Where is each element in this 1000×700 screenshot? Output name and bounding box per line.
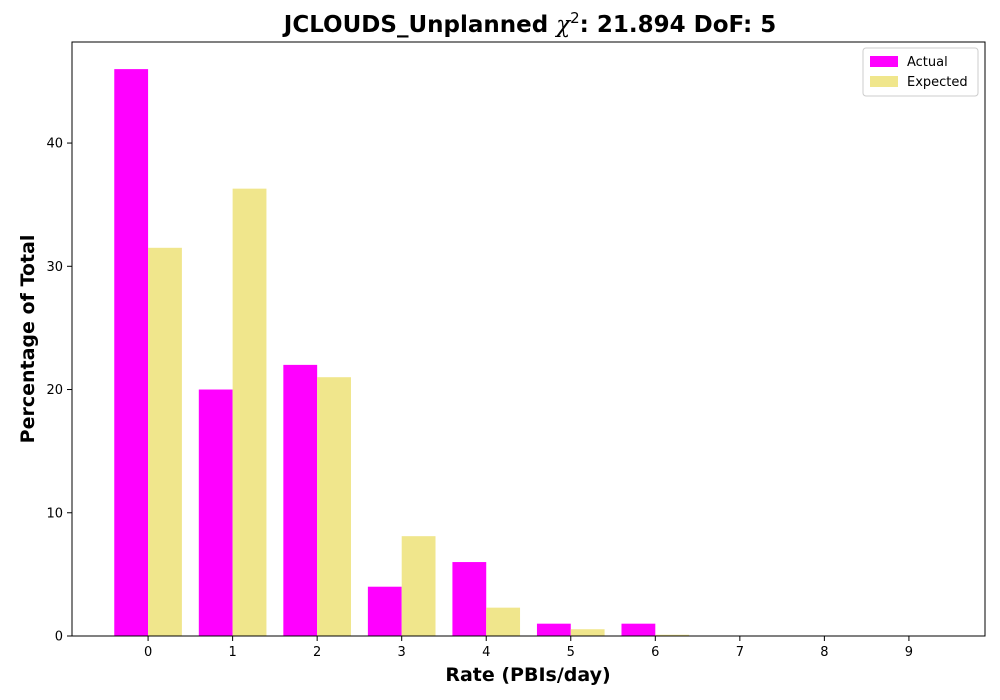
y-tick-label: 30 — [46, 260, 63, 275]
y-tick-label: 40 — [46, 137, 63, 152]
y-tick-label: 10 — [46, 506, 63, 521]
title-superscript: 2 — [570, 9, 580, 27]
bar-expected-4 — [486, 607, 521, 636]
x-tick-label: 2 — [313, 645, 321, 660]
title-prefix: JCLOUDS_Unplanned — [282, 12, 556, 38]
legend-swatch-actual — [870, 56, 898, 67]
x-tick-label: 5 — [567, 645, 575, 660]
bar-actual-1 — [198, 389, 233, 636]
bar-actual-0 — [114, 69, 149, 636]
title-chi: χ — [554, 12, 572, 38]
chart-title: JCLOUDS_Unplanned χ2: 21.894 DoF: 5 — [282, 9, 776, 38]
axes-frame — [71, 41, 986, 637]
bar-actual-5 — [536, 623, 571, 636]
bar-actual-3 — [367, 586, 402, 636]
legend: Actual Expected — [862, 47, 979, 97]
bar-expected-1 — [232, 188, 267, 636]
title-suffix: : 21.894 DoF: 5 — [580, 12, 777, 38]
bar-expected-3 — [401, 536, 436, 636]
bar-actual-2 — [283, 364, 318, 636]
x-tick-label: 3 — [398, 645, 406, 660]
bar-actual-4 — [452, 562, 487, 636]
x-tick-label: 7 — [736, 645, 744, 660]
bar-expected-0 — [148, 247, 182, 636]
x-tick-label: 9 — [905, 645, 913, 660]
x-tick-label: 1 — [228, 645, 236, 660]
bar-expected-2 — [317, 377, 351, 636]
plot-area: 0 1 2 3 4 5 6 7 8 9 0 10 20 30 40 — [46, 41, 986, 660]
bar-expected-6 — [655, 634, 690, 636]
x-tick-label: 0 — [144, 645, 152, 660]
legend-swatch-expected — [870, 76, 898, 87]
x-axis-title: Rate (PBIs/day) — [445, 664, 610, 686]
y-axis-title: Percentage of Total — [17, 235, 39, 444]
legend-label-actual: Actual — [907, 55, 948, 70]
x-tick-label: 6 — [651, 645, 659, 660]
y-tick-label: 20 — [46, 383, 63, 398]
bar-expected-5 — [570, 629, 605, 636]
x-tick-label: 4 — [482, 645, 490, 660]
y-tick-label: 0 — [55, 630, 63, 645]
legend-label-expected: Expected — [907, 75, 968, 90]
x-tick-label: 8 — [820, 645, 828, 660]
bar-actual-6 — [621, 623, 656, 636]
